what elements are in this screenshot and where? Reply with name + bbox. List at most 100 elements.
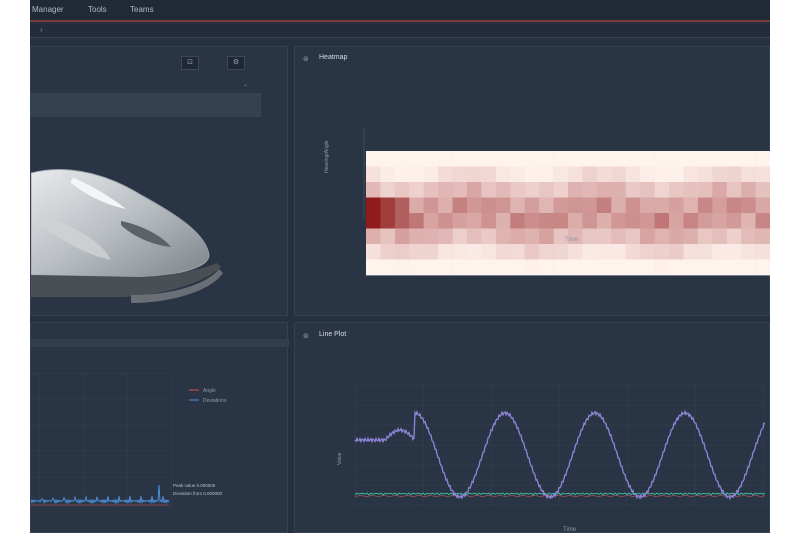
heatmap-cell <box>467 182 482 198</box>
pin-icon[interactable]: ⊜ <box>303 56 309 63</box>
left-grid <box>31 372 172 509</box>
heatmap-cells <box>366 151 770 276</box>
line-plot-panel: ⊜ Line Plot Value Time <box>294 322 770 533</box>
heatmap-cell <box>726 244 742 260</box>
heatmap-cell <box>366 228 381 245</box>
chevron-down-icon[interactable]: ⌄ <box>243 82 249 88</box>
heatmap-cell <box>409 213 425 229</box>
expand-icon[interactable]: ⊡ <box>181 56 199 70</box>
pin-icon[interactable]: ⊜ <box>303 333 309 340</box>
heatmap-cell <box>683 259 699 276</box>
menu-item-manager[interactable]: Manager <box>32 5 64 14</box>
heatmap-cell <box>510 182 526 198</box>
heatmap-cell <box>394 166 410 183</box>
menu-item-teams[interactable]: Teams <box>130 5 154 14</box>
heatmap-cell <box>611 151 627 167</box>
heatmap-cell <box>467 213 482 229</box>
heatmap-cell <box>553 197 569 214</box>
heatmap-cell <box>726 182 742 198</box>
heatmap-cell <box>524 197 540 214</box>
heatmap-cell <box>625 197 641 214</box>
heatmap-cell <box>380 213 396 229</box>
heatmap-cell <box>366 213 381 229</box>
heatmap-cell <box>409 228 425 245</box>
heatmap-cell <box>683 166 699 183</box>
legend-label-angle: Angle <box>203 388 216 394</box>
heatmap-cell <box>741 197 756 214</box>
heatmap-cell <box>683 244 699 260</box>
heatmap-cell <box>409 244 425 260</box>
heatmap-cell <box>654 259 670 276</box>
heatmap-cell <box>423 182 439 198</box>
heatmap-cell <box>452 151 468 167</box>
heatmap-cell <box>726 166 742 183</box>
heatmap-cell <box>438 244 453 260</box>
heatmap-cell <box>755 259 770 276</box>
line-plot-title: Line Plot <box>319 331 347 338</box>
heatmap-cell <box>669 166 684 183</box>
legend-label-deviations: Deviations <box>203 398 227 404</box>
viewport-toolbar <box>31 93 261 117</box>
heatmap-cell <box>683 151 699 167</box>
heatmap-cell <box>712 228 728 245</box>
heatmap-cell <box>683 213 699 229</box>
heatmap-cell <box>697 213 713 229</box>
heatmap-cell <box>568 259 583 276</box>
heatmap-cell <box>611 166 627 183</box>
heatmap-cell <box>510 228 526 245</box>
heatmap-cell <box>539 213 554 229</box>
heatmap-cell <box>481 228 497 245</box>
heatmap-cell <box>625 151 641 167</box>
heatmap-cell <box>366 151 381 167</box>
heatmap-cell <box>539 182 554 198</box>
heatmap-cell <box>654 213 670 229</box>
heatmap-cell <box>741 151 756 167</box>
breadcrumb-chevron-icon[interactable]: › <box>40 25 43 34</box>
menu-item-tools[interactable]: Tools <box>88 5 107 14</box>
car-3d-model[interactable] <box>31 125 289 315</box>
line-xlabel: Time <box>563 527 577 533</box>
heatmap-cell <box>683 182 699 198</box>
heatmap-cell <box>495 166 511 183</box>
heatmap-cell <box>452 259 468 276</box>
heatmap-cell <box>495 182 511 198</box>
heatmap-cell <box>712 166 728 183</box>
heatmap-cell <box>669 259 684 276</box>
heatmap-cell <box>640 213 655 229</box>
heatmap-cell <box>755 151 770 167</box>
heatmap-cell <box>467 197 482 214</box>
heatmap-cell <box>625 259 641 276</box>
heatmap-cell <box>495 197 511 214</box>
heatmap-cell <box>553 213 569 229</box>
heatmap-cell <box>654 244 670 260</box>
heatmap-cell <box>380 244 396 260</box>
heatmap-cell <box>726 259 742 276</box>
heatmap-cell <box>423 244 439 260</box>
heatmap-cell <box>452 197 468 214</box>
heatmap-cell <box>582 213 598 229</box>
heatmap-cell <box>669 182 684 198</box>
heatmap-cell <box>524 151 540 167</box>
panel-description-bar <box>31 339 289 347</box>
heatmap-cell <box>423 197 439 214</box>
heatmap-panel: ⊜ Heatmap Heaving/Angle Time <box>294 46 770 316</box>
heatmap-cell <box>524 213 540 229</box>
toolbar: › <box>30 24 770 38</box>
heatmap-cell <box>438 182 453 198</box>
heatmap-cell <box>510 259 526 276</box>
heatmap-cell <box>582 244 598 260</box>
heatmap-cell <box>640 259 655 276</box>
heatmap-cell <box>582 259 598 276</box>
heatmap-cell <box>366 259 381 276</box>
settings-icon[interactable]: ⚙ <box>227 56 245 70</box>
heatmap-cell <box>683 228 699 245</box>
heatmap-cell <box>582 151 598 167</box>
heatmap-cell <box>467 228 482 245</box>
heatmap-title: Heatmap <box>319 54 348 61</box>
heatmap-cell <box>697 151 713 167</box>
heatmap-cell <box>741 259 756 276</box>
heatmap-cell <box>582 166 598 183</box>
heatmap-cell <box>452 166 468 183</box>
deviation-series-line <box>31 484 170 505</box>
heatmap-cell <box>495 244 511 260</box>
